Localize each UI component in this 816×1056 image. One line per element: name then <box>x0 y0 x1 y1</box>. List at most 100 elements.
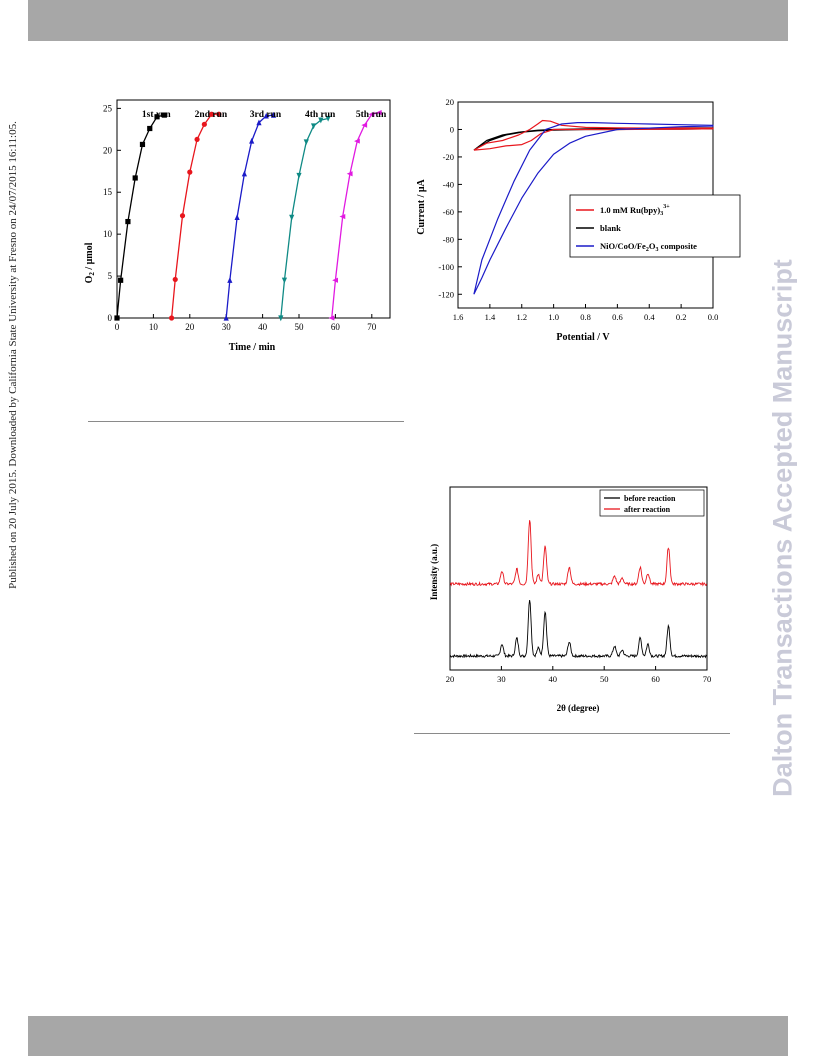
figure-divider-right <box>414 733 730 734</box>
o2-data-point <box>161 112 167 118</box>
o2-series-line <box>331 111 380 319</box>
o2-data-point <box>125 218 131 225</box>
o2-data-point <box>375 109 382 116</box>
xrd-chart-plot-area <box>449 486 708 671</box>
xrd-legend-label: after reaction <box>624 505 671 514</box>
o2-data-point <box>278 315 284 322</box>
o2-data-point <box>328 315 335 321</box>
cv-chart-ytick-label: -80 <box>443 234 454 244</box>
o2-data-point <box>270 111 277 118</box>
xrd-legend-box <box>599 489 705 517</box>
o2-run-label: 1st run <box>142 110 171 120</box>
cv-legend-label-part: 3+ <box>663 204 670 210</box>
xrd-chart-xtick-label: 20 <box>446 674 455 684</box>
cv-series-curve <box>473 127 714 151</box>
o2-run-label: 2nd run <box>195 110 228 120</box>
o2-data-point <box>154 114 160 120</box>
o2-data-point <box>241 170 247 177</box>
o2-data-point <box>339 213 346 220</box>
cv-chart-ytick-label: 20 <box>446 97 455 107</box>
o2-chart-ytick-label: 20 <box>103 145 113 155</box>
o2-chart-xtick-label: 20 <box>185 322 195 332</box>
o2-chart-run-labels: 1st run 2nd run 3rd run 4th run 5th run <box>142 110 387 120</box>
cv-legend-label-part: 3 <box>655 247 658 253</box>
xrd-chart-xtick-label: 40 <box>549 674 558 684</box>
o2-data-point <box>132 175 138 181</box>
o2-data-point <box>281 277 288 284</box>
o2-chart-ylabel: O2 / μmol <box>84 242 96 283</box>
cv-chart-series <box>473 119 714 295</box>
o2-data-point <box>179 213 186 219</box>
o2-chart-plot-area <box>116 99 391 319</box>
o2-chart-frame <box>116 99 391 319</box>
cv-legend-label-part: blank <box>600 223 621 233</box>
o2-data-point <box>187 169 193 175</box>
o2-chart-xtick-label: 70 <box>367 322 377 332</box>
xrd-chart-ticks: 20 30 40 50 60 70 <box>446 666 712 684</box>
o2-run-label: 3rd run <box>250 110 282 120</box>
o2-data-point <box>227 277 233 283</box>
cv-chart-xtick-label: 0.4 <box>644 312 655 322</box>
o2-chart-ticks: 0 10 20 30 40 50 60 70 0 5 10 15 20 25 <box>103 103 377 332</box>
o2-data-point <box>234 214 240 220</box>
o2-chart-xlabel: Time / min <box>229 342 276 353</box>
cv-chart-xlabel: Potential / V <box>556 332 610 343</box>
o2-chart-ytick-label: 0 <box>108 313 113 323</box>
xrd-pattern-line <box>449 600 707 659</box>
cv-chart-xtick-label: 0.0 <box>708 312 719 322</box>
cv-chart-xtick-label: 1.0 <box>548 312 559 322</box>
o2-chart-ytick-label: 5 <box>108 271 113 281</box>
xrd-pattern-line <box>449 520 708 587</box>
cv-chart-ytick-label: -20 <box>443 152 454 162</box>
xrd-chart-legend: before reaction after reaction <box>599 489 705 517</box>
cv-chart-ytick-label: -120 <box>438 289 454 299</box>
cv-legend-box <box>569 194 741 258</box>
o2-series-line <box>225 114 274 319</box>
xrd-chart-series <box>449 520 708 659</box>
xrd-chart-xtick-label: 70 <box>703 674 712 684</box>
o2-data-point <box>194 136 200 143</box>
o2-data-point <box>310 123 317 130</box>
footer-band <box>28 1016 788 1056</box>
cv-legend-label: 1.0 mM Ru(bpy)33+ <box>600 204 670 217</box>
o2-data-point <box>249 137 255 144</box>
xrd-chart: 20 30 40 50 60 70 before reaction after reacti… <box>429 486 712 713</box>
o2-data-point <box>368 111 375 117</box>
o2-chart-xtick-label: 40 <box>258 322 268 332</box>
cv-series-curve <box>473 119 714 151</box>
cv-chart-ytick-label: -40 <box>443 179 454 189</box>
cv-chart-ytick-label: -100 <box>438 262 454 272</box>
o2-run-label: 5th run <box>356 110 387 120</box>
cv-chart: 1.6 1.4 1.2 1.0 0.8 0.6 0.4 0.2 0.0 20 0 -20 -40 -60 -… <box>416 97 741 343</box>
publication-note-text: Published on 20 July 2015. Downloaded by… <box>7 121 19 589</box>
o2-data-point <box>256 119 262 126</box>
o2-chart-xtick-label: 60 <box>331 322 341 332</box>
cv-chart-xtick-label: 1.4 <box>485 312 496 322</box>
cv-legend-label-part: 2 <box>646 247 649 253</box>
xrd-chart-xtick-label: 50 <box>600 674 609 684</box>
o2-chart-ytick-label: 25 <box>103 103 113 113</box>
o2-data-point <box>263 112 269 119</box>
cv-legend-label-part: 1.0 mM Ru(bpy) <box>600 205 660 215</box>
cv-chart-xtick-label: 0.8 <box>580 312 591 322</box>
o2-data-point <box>296 172 302 179</box>
o2-chart-ytick-label: 15 <box>103 187 113 197</box>
o2-data-point <box>354 138 360 144</box>
header-band <box>28 0 788 41</box>
o2-data-point <box>346 171 353 177</box>
xrd-chart-xlabel: 2θ (degree) <box>557 703 600 713</box>
o2-chart-xtick-label: 50 <box>295 322 305 332</box>
o2-data-point <box>114 315 120 321</box>
cv-chart-xtick-label: 1.2 <box>516 312 527 322</box>
o2-data-point <box>209 111 215 117</box>
o2-chart-xtick-label: 10 <box>149 322 159 332</box>
o2-data-point <box>332 277 338 283</box>
watermark-text: Dalton Transactions Accepted Manuscript <box>767 259 798 797</box>
o2-series-line <box>170 113 219 319</box>
o2-run-label: 4th run <box>305 110 336 120</box>
o2-chart-ylabel-o: O <box>84 275 95 283</box>
xrd-chart-xtick-label: 30 <box>497 674 506 684</box>
o2-evolution-chart: 0 10 20 30 40 50 60 70 0 5 10 15 20 25 1st run 2nd run… <box>84 99 391 353</box>
o2-data-point <box>147 125 153 132</box>
o2-data-point <box>169 315 175 321</box>
